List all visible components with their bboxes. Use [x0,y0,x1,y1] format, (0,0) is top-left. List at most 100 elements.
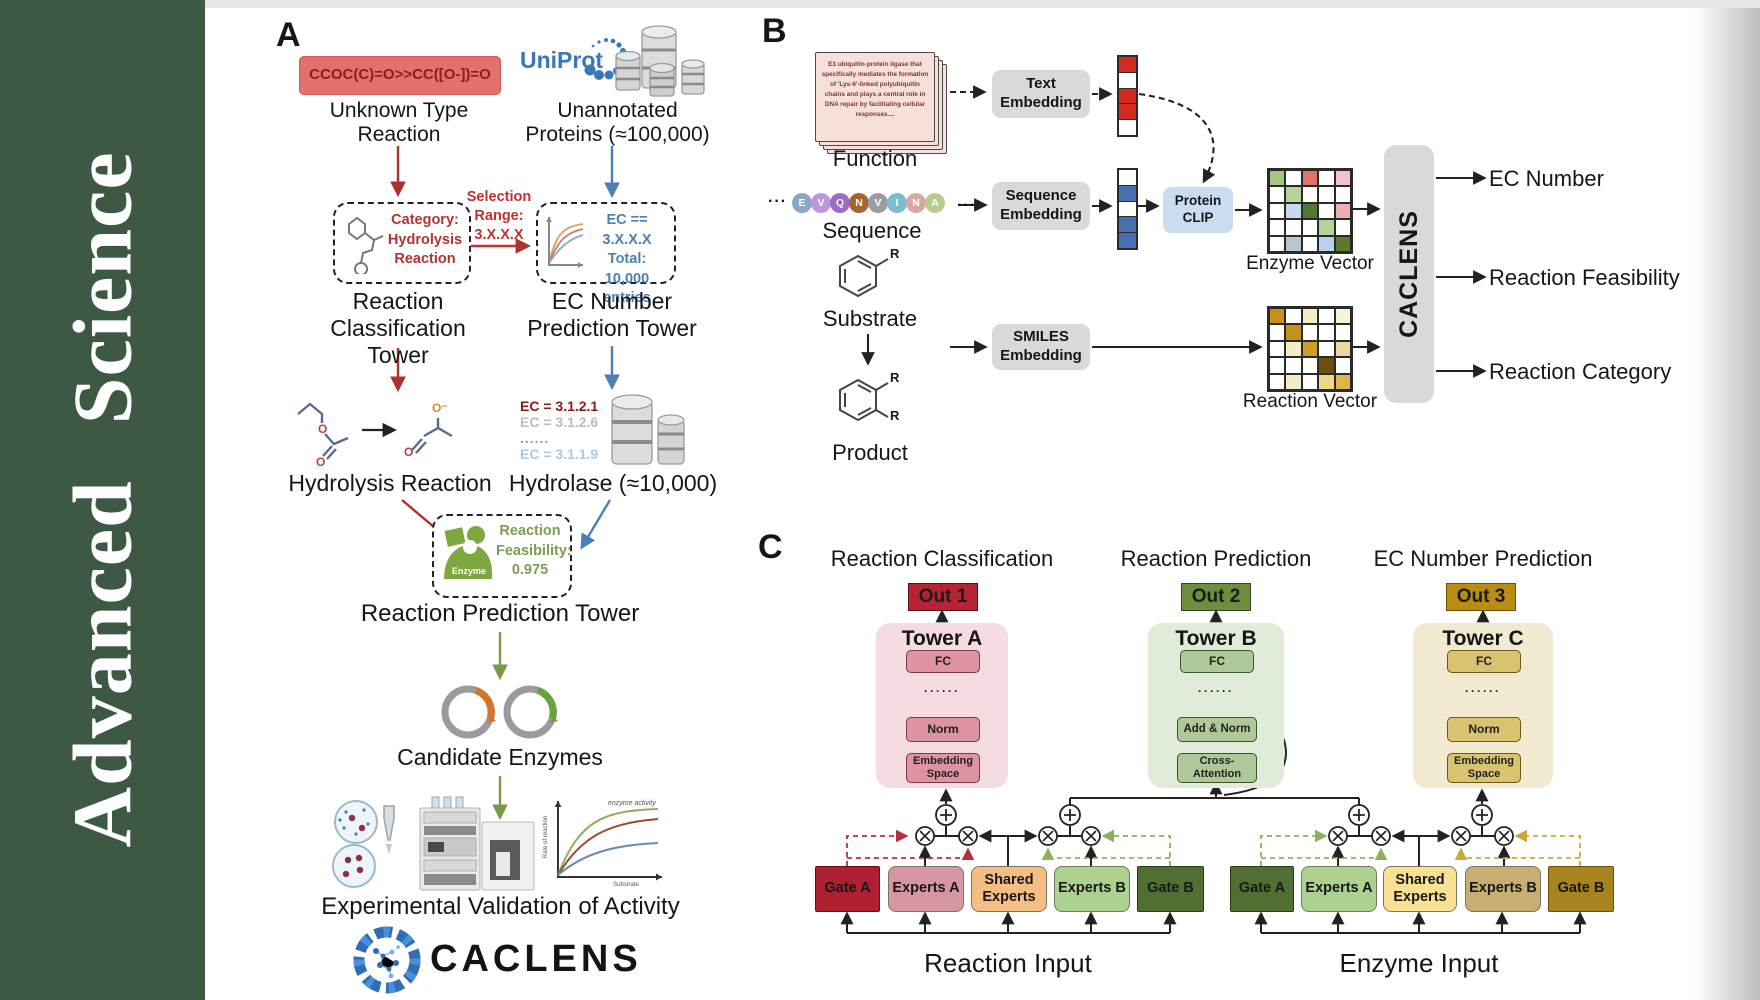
grid-cell [1318,357,1335,374]
mini-curves-icon [546,217,584,268]
grid-cell [1301,202,1319,220]
unannotated-proteins-label: Unannotated Proteins (≈100,000) [525,99,710,147]
sequence-ellipsis-right: ··· [957,197,976,214]
tower-a-title: Tower A [901,627,983,650]
grid-cell [1318,340,1335,358]
substrate-r-label: R [890,246,900,261]
hydrolysis-reaction-label: Hydrolysis Reaction [288,470,492,496]
grid-cell [1301,235,1319,252]
grid-cell [1269,170,1286,187]
enzyme-experts-b: Experts B [1465,866,1541,912]
tower-b-add-norm: Add & Norm [1177,717,1257,742]
svg-text:O: O [316,455,325,469]
tower-c-norm: Norm [1447,717,1521,742]
function-card-text: E3 ubiquitin-protein ligase that specifi… [821,61,929,118]
grid-cell [1301,340,1319,358]
reaction-classification-tower-label: Reaction Classification Tower [330,288,466,369]
caclens-wordmark: CACLENS [430,938,642,980]
plot-annotation: enzyme activity [608,800,656,807]
residue-circle: V [868,193,888,213]
text-embedding-vector [1117,55,1138,137]
grid-cell [1318,219,1335,236]
page-right-fade [1694,8,1760,1000]
grid-cell [1285,186,1302,203]
hplc-instrument-icon [419,796,535,891]
residue-circle: V [811,193,831,213]
reaction-shared-experts: Shared Experts [971,866,1047,912]
vector-cell [1119,217,1136,234]
grid-cell [1301,186,1319,203]
atom-o-minus: O⁻ [432,401,448,415]
grid-cell [1269,308,1286,325]
out1-box: Out 1 [908,583,978,611]
vector-cell [1119,57,1136,73]
residue-circle: I [887,193,907,213]
out3-box: Out 3 [1446,583,1516,611]
reaction-input-label: Reaction Input [924,948,1092,978]
grid-cell [1269,235,1286,252]
candidate-enzymes-label: Candidate Enzymes [397,744,603,770]
grid-cell [1285,170,1302,187]
output-ec-number: EC Number [1489,166,1604,191]
residue-circle: N [849,193,869,213]
out2-box: Out 2 [1181,583,1251,611]
caclens-logo-icon [353,926,421,994]
grid-cell [1285,340,1302,358]
grid-cell [1285,219,1302,236]
product-molecule [839,378,889,422]
reaction-vector-grid [1267,306,1353,392]
grid-cell [1301,324,1319,341]
enzyme-badge: Enzyme [451,566,486,576]
panel-c-label: C [758,528,783,566]
heading-reaction-classification: Reaction Classification [830,546,1054,571]
grid-cell [1269,357,1286,374]
grid-cell [1334,308,1351,325]
molecule-sketch-icon [348,216,384,274]
panel-a-label: A [276,16,301,54]
grid-cell [1318,186,1335,203]
tower-a-fc: FC [906,650,980,673]
grid-cell [1318,170,1335,187]
residue-circle: N [906,193,926,213]
grid-cell [1269,186,1286,203]
enzyme-shared-experts: Shared Experts [1383,866,1457,912]
grid-cell [1285,202,1302,220]
category-result-text: Category: Hydrolysis Reaction [387,212,463,268]
ec-number-tower-label: EC Number Prediction Tower [527,288,697,342]
grid-cell [1318,324,1335,341]
residue-circle: A [925,193,945,213]
tower-b-cross-attention: Cross- Attention [1177,753,1257,783]
ec-candidates-list: EC = 3.1.2.1 EC = 3.1.2.6 ...... EC = 3.… [520,398,599,462]
substrate-molecule [839,254,889,298]
experimental-validation-label: Experimental Validation of Activity [321,893,680,920]
heading-reaction-prediction: Reaction Prediction [1120,546,1312,571]
grid-cell [1334,373,1351,390]
grid-cell [1269,202,1286,220]
panel-b-label: B [762,12,787,50]
protein-database-icon [615,25,705,97]
reaction-smiles-box: CCOC(C)=O>>CC([O-])=O [299,56,501,95]
ec-filter-text: EC == 3.X.X.X Total: 10,000 entries [602,212,652,307]
tower-c-fc: FC [1447,650,1521,673]
grid-cell [1269,340,1286,358]
function-label: Function [832,146,918,171]
grid-cell [1318,308,1335,325]
tower-b-fc: FC [1180,650,1254,673]
grid-cell [1334,186,1351,203]
vector-cell [1119,170,1136,186]
enzyme-experts-a: Experts A [1301,866,1377,912]
grid-cell [1285,324,1302,341]
grid-cell [1285,373,1302,390]
tower-c-dots: ······ [1465,684,1501,698]
substrate-label: Substrate [822,306,918,331]
caclens-module-label: CACLENS [1395,210,1423,338]
enzyme-gate-b: Gate B [1548,866,1614,912]
enzyme-icon [444,526,492,579]
residue-circle: E [792,193,812,213]
grid-cell [1334,357,1351,374]
grid-cell [1285,308,1302,325]
grid-cell [1301,357,1319,374]
page-top-edge [205,0,1760,8]
grid-cell [1334,340,1351,358]
